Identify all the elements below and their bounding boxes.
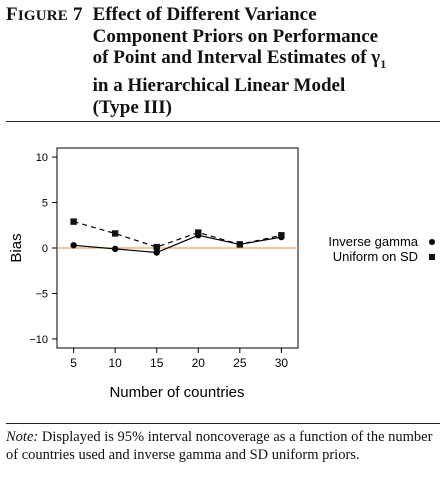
series-markers bbox=[70, 218, 285, 256]
series-line-uniform-on-sd bbox=[73, 221, 282, 248]
y-tick-label: −5 bbox=[35, 288, 48, 300]
figure-header: FIGURE 7 Effect of Different Variance Co… bbox=[6, 4, 440, 118]
y-tick-label: 0 bbox=[42, 243, 48, 255]
line-chart: 10 5 0 −5 −10 5 10 15 20 25 30 Bias Number of cou… bbox=[8, 147, 435, 401]
legend-square-marker bbox=[429, 254, 435, 260]
legend-circle-marker bbox=[429, 239, 435, 245]
data-point-circle bbox=[153, 249, 160, 256]
series-lines bbox=[73, 221, 282, 254]
figure-title: Effect of Different Variance Component P… bbox=[93, 4, 387, 118]
top-rule bbox=[6, 121, 440, 122]
figure-label-rest: IGURE bbox=[17, 8, 68, 24]
legend-label: Uniform on SD bbox=[333, 249, 418, 264]
x-tick-label: 25 bbox=[233, 356, 247, 370]
figure-title-line-1: Effect of Different Variance bbox=[92, 4, 317, 25]
legend-label: Inverse gamma bbox=[328, 234, 418, 249]
data-point-square bbox=[111, 230, 119, 237]
y-tick-label: −10 bbox=[29, 334, 48, 346]
figure-title-line-3: of Point and Interval Estimates of γ1 bbox=[93, 47, 387, 75]
data-point-square bbox=[195, 229, 202, 236]
y-tick-label: 10 bbox=[36, 152, 48, 164]
x-tick-label: 5 bbox=[70, 356, 77, 370]
bottom-rule bbox=[6, 423, 440, 424]
figure-title-line-4: in a Hierarchical Linear Model bbox=[92, 75, 346, 97]
x-tick-label: 10 bbox=[108, 356, 122, 370]
figure-label: FIGURE 7 bbox=[6, 4, 83, 118]
x-axis-label: Number of countries bbox=[109, 384, 244, 401]
figure-note: Note: Displayed is 95% interval noncover… bbox=[6, 429, 442, 464]
figure-title-line-5: (Type III) bbox=[92, 96, 173, 118]
x-tick-label: 15 bbox=[150, 356, 164, 370]
y-tick-label: 5 bbox=[42, 198, 48, 210]
figure-label-initial: F bbox=[6, 4, 18, 25]
figure-title-subscript: 1 bbox=[380, 56, 387, 71]
x-axis: 5 10 15 20 25 30 bbox=[70, 348, 288, 370]
y-axis-label: Bias bbox=[8, 233, 25, 262]
y-axis: 10 5 0 −5 −10 bbox=[29, 152, 57, 346]
data-point-circle bbox=[70, 242, 77, 249]
data-point-circle bbox=[111, 245, 119, 253]
data-point-square bbox=[153, 243, 160, 251]
data-point-square bbox=[236, 241, 244, 248]
figure-number: 7 bbox=[72, 4, 83, 25]
figure-title-line-3-text: of Point and Interval Estimates of γ bbox=[92, 47, 381, 68]
series-line-inverse-gamma bbox=[73, 234, 282, 254]
figure-title-line-2: Component Priors on Performance bbox=[92, 25, 379, 47]
data-point-square bbox=[70, 218, 77, 225]
data-point-square bbox=[278, 232, 285, 239]
x-tick-label: 20 bbox=[192, 356, 206, 370]
note-text: Displayed is 95% interval noncoverage as… bbox=[6, 429, 433, 463]
note-label: Note: bbox=[6, 429, 39, 445]
x-tick-label: 30 bbox=[275, 356, 289, 370]
